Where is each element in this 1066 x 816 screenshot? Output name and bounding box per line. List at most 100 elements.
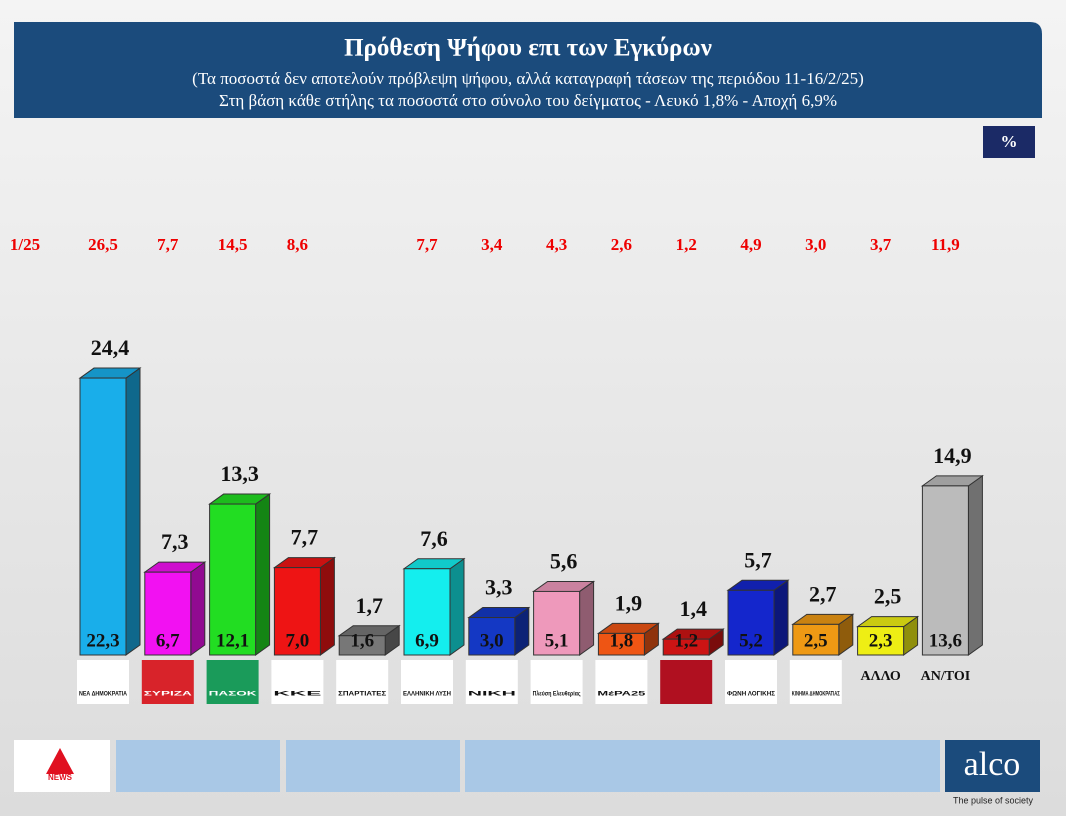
value-label: 1,4 (679, 596, 707, 621)
previous-value-label: 4,3 (546, 235, 567, 254)
bar-side (579, 580, 595, 656)
x-tick-label: ΑΛΛΟ (860, 669, 900, 684)
sample-value-label: 3,0 (480, 630, 504, 651)
party-logo (141, 660, 194, 704)
x-tick-label: ΜέΡΑ25 (597, 692, 646, 698)
value-label: 2,5 (874, 584, 902, 609)
value-label: 5,7 (744, 547, 772, 572)
bar-side (125, 367, 141, 656)
value-label: 7,3 (161, 529, 189, 554)
value-label: 5,6 (550, 548, 578, 573)
sample-value-label: 1,6 (350, 630, 374, 651)
party-logo (789, 660, 842, 704)
party-logo (660, 660, 713, 704)
party-logo (401, 660, 453, 704)
footer-band (116, 740, 280, 792)
bar (273, 567, 321, 656)
sample-value-label: 5,2 (739, 630, 763, 651)
sample-value-label: 1,8 (610, 630, 634, 651)
previous-value-label: 7,7 (416, 235, 438, 254)
party-logo (465, 660, 518, 704)
sample-value-label: 12,1 (216, 630, 249, 651)
bar (79, 377, 127, 656)
x-tick-label: ΝΕΑ ΔΗΜΟΚΡΑΤΙΑ (79, 692, 128, 698)
bar-side (449, 557, 465, 656)
value-label: 2,7 (809, 581, 837, 606)
bar (468, 617, 516, 656)
sample-value-label: 1,2 (674, 630, 698, 651)
brand-name: alco (964, 746, 1021, 783)
x-tick-label: ΣΠΑΡΤΙΑΤΕΣ (338, 692, 387, 698)
bar (338, 635, 386, 656)
sample-value-label: 6,7 (156, 630, 180, 651)
bar (533, 590, 581, 656)
bar-side (967, 474, 983, 656)
bar (209, 503, 257, 656)
party-logo (206, 660, 259, 704)
bar (921, 485, 969, 656)
x-tick-label: ΚΚΕ (273, 692, 321, 698)
previous-value-label: 26,5 (88, 235, 118, 254)
party-logo (336, 660, 389, 704)
bar-side (319, 556, 335, 656)
bar-side (190, 561, 206, 656)
sample-value-label: 2,5 (804, 630, 828, 651)
x-tick-label: ΝΙΚΗ (468, 692, 516, 698)
footer: NEWS alco The pulse of society (14, 740, 1040, 805)
sample-value-label: 5,1 (545, 630, 569, 651)
x-tick-label: ΑΝ/ΤΟΙ (921, 669, 971, 684)
bar-side (255, 493, 271, 656)
chart-subtitle: (Τα ποσοστά δεν αποτελούν πρόβλεψη ψήφου… (192, 69, 864, 88)
x-tick-label: Πλεύση Ελευθερίας (533, 692, 581, 698)
footer-band (465, 740, 940, 792)
footer-band (286, 740, 460, 792)
value-label: 7,7 (291, 525, 319, 550)
previous-value-label: 14,5 (218, 235, 248, 254)
unit-badge-text: % (1001, 132, 1018, 151)
previous-value-label: 3,0 (805, 235, 826, 254)
x-tick-label: ΕΛΛΗΝΙΚΗ ΛΥΣΗ (403, 692, 451, 698)
x-tick-label: ΦΩΝΗ ΛΟΓΙΚΗΣ (727, 692, 775, 698)
previous-value-label: 11,9 (931, 235, 960, 254)
value-label: 14,9 (933, 443, 972, 468)
previous-value-label: 7,7 (157, 235, 179, 254)
value-label: 1,7 (355, 593, 383, 618)
x-tick-label: ΣΥΡΙΖΑ (144, 692, 193, 698)
previous-value-label: 8,6 (287, 235, 308, 254)
sample-value-label: 7,0 (286, 630, 310, 651)
brand-tagline: The pulse of society (953, 795, 1034, 805)
bar (792, 623, 840, 656)
previous-value-label: 1,2 (676, 235, 697, 254)
sample-value-label: 2,3 (869, 630, 893, 651)
party-logo (271, 660, 324, 704)
brand-box (945, 740, 1040, 792)
previous-label: 1/25 (10, 235, 40, 254)
party-logo (725, 660, 777, 704)
chart-title: Πρόθεση Ψήφου επι των Εγκύρων (344, 35, 712, 62)
bar (144, 571, 192, 656)
sample-value-label: 6,9 (415, 630, 439, 651)
bar (662, 638, 710, 656)
bar (857, 626, 905, 656)
previous-value-label: 4,9 (740, 235, 761, 254)
channel-name: NEWS (48, 773, 73, 782)
x-tick-label: ΠΑΣΟΚ (209, 692, 258, 698)
channel-logo (46, 748, 74, 774)
previous-value-label: 3,7 (870, 235, 892, 254)
bar-side (773, 579, 789, 656)
party-logo (530, 660, 583, 704)
chart-note: Στη βάση κάθε στήλης τα ποσοστά στο σύνο… (219, 91, 837, 110)
bar (597, 632, 645, 656)
value-label: 3,3 (485, 575, 513, 600)
party-logo (77, 660, 129, 704)
sample-value-label: 22,3 (86, 630, 119, 651)
party-logo (595, 660, 648, 704)
header-band (14, 22, 1042, 118)
previous-value-label: 3,4 (481, 235, 503, 254)
value-label: 13,3 (220, 461, 259, 486)
value-label: 7,6 (420, 526, 448, 551)
value-label: 24,4 (91, 335, 130, 360)
sample-value-label: 13,6 (929, 630, 962, 651)
value-label: 1,9 (615, 590, 643, 615)
